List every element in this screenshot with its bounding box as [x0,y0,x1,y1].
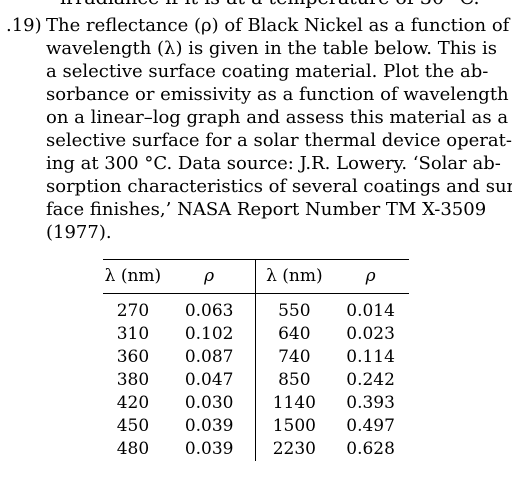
reflectance-cell: 0.087 [162,346,257,369]
reflectance-table-wrapper: λ (nm) ρ λ (nm) ρ 270 0.063 550 0.014 31… [103,259,409,461]
problem-number: .19) [6,15,42,36]
problem-statement: The reflectance (ρ) of Black Nickel as a… [46,14,512,244]
header-reflectance: ρ [365,266,376,286]
wavelength-cell: 640 [278,324,311,344]
reflectance-cell: 0.497 [346,416,395,436]
reflectance-cell: 0.047 [162,369,257,392]
reflectance-cell: 0.242 [346,370,395,390]
problem-line: ing at 300 °C. Data source: J.R. Lowery.… [46,153,501,174]
table-row: 360 0.087 740 0.114 [103,346,409,369]
reflectance-cell: 0.628 [346,439,395,459]
wavelength-cell: 550 [278,301,311,321]
wavelength-cell: 2230 [272,439,316,459]
wavelength-cell: 480 [116,439,150,459]
wavelength-cell: 450 [116,416,150,436]
reflectance-cell: 0.039 [162,438,257,461]
wavelength-cell: 310 [116,324,150,344]
wavelength-cell: 1140 [272,393,316,413]
problem-line: The reflectance (ρ) of Black Nickel as a… [46,15,510,36]
table-row: 450 0.039 1500 0.497 [103,415,409,438]
wavelength-cell: 270 [116,301,150,321]
table-row: 270 0.063 550 0.014 [103,293,409,323]
table-row: 420 0.030 1140 0.393 [103,392,409,415]
reflectance-cell: 0.023 [346,324,395,344]
problem-line: (1977). [46,222,112,243]
reflectance-table: λ (nm) ρ λ (nm) ρ 270 0.063 550 0.014 31… [103,259,409,461]
table-row: 480 0.039 2230 0.628 [103,438,409,461]
wavelength-cell: 360 [116,347,150,367]
problem-line: face finishes,’ NASA Report Number TM X-… [46,199,487,220]
problem-line: sorption characteristics of several coat… [46,176,512,197]
wavelength-cell: 1500 [272,416,316,436]
problem-line: selective surface for a solar thermal de… [46,130,512,151]
header-wavelength: λ (nm) [266,266,323,286]
reflectance-cell: 0.102 [162,323,257,346]
header-wavelength: λ (nm) [104,266,162,286]
problem-line: a selective surface coating material. Pl… [46,61,489,82]
wavelength-cell: 850 [278,370,311,390]
problem-line: wavelength (λ) is given in the table bel… [46,38,498,59]
reflectance-cell: 0.030 [162,392,257,415]
wavelength-cell: 420 [116,393,150,413]
problem-line: sorbance or emissivity as a function of … [46,84,509,105]
table-row: 310 0.102 640 0.023 [103,323,409,346]
reflectance-cell: 0.039 [162,415,257,438]
wavelength-cell: 380 [116,370,150,390]
reflectance-cell: 0.114 [346,347,395,367]
reflectance-cell: 0.014 [346,301,395,321]
wavelength-cell: 740 [278,347,311,367]
reflectance-cell: 0.063 [162,293,257,323]
problem-line: on a linear–log graph and assess this ma… [46,107,509,128]
header-reflectance: ρ [162,259,257,294]
reflectance-cell: 0.393 [346,393,395,413]
table-header-row: λ (nm) ρ λ (nm) ρ [103,259,409,294]
table-row: 380 0.047 850 0.242 [103,369,409,392]
previous-problem-cutoff-text: irradiance if it is at a temperature of … [60,0,480,8]
